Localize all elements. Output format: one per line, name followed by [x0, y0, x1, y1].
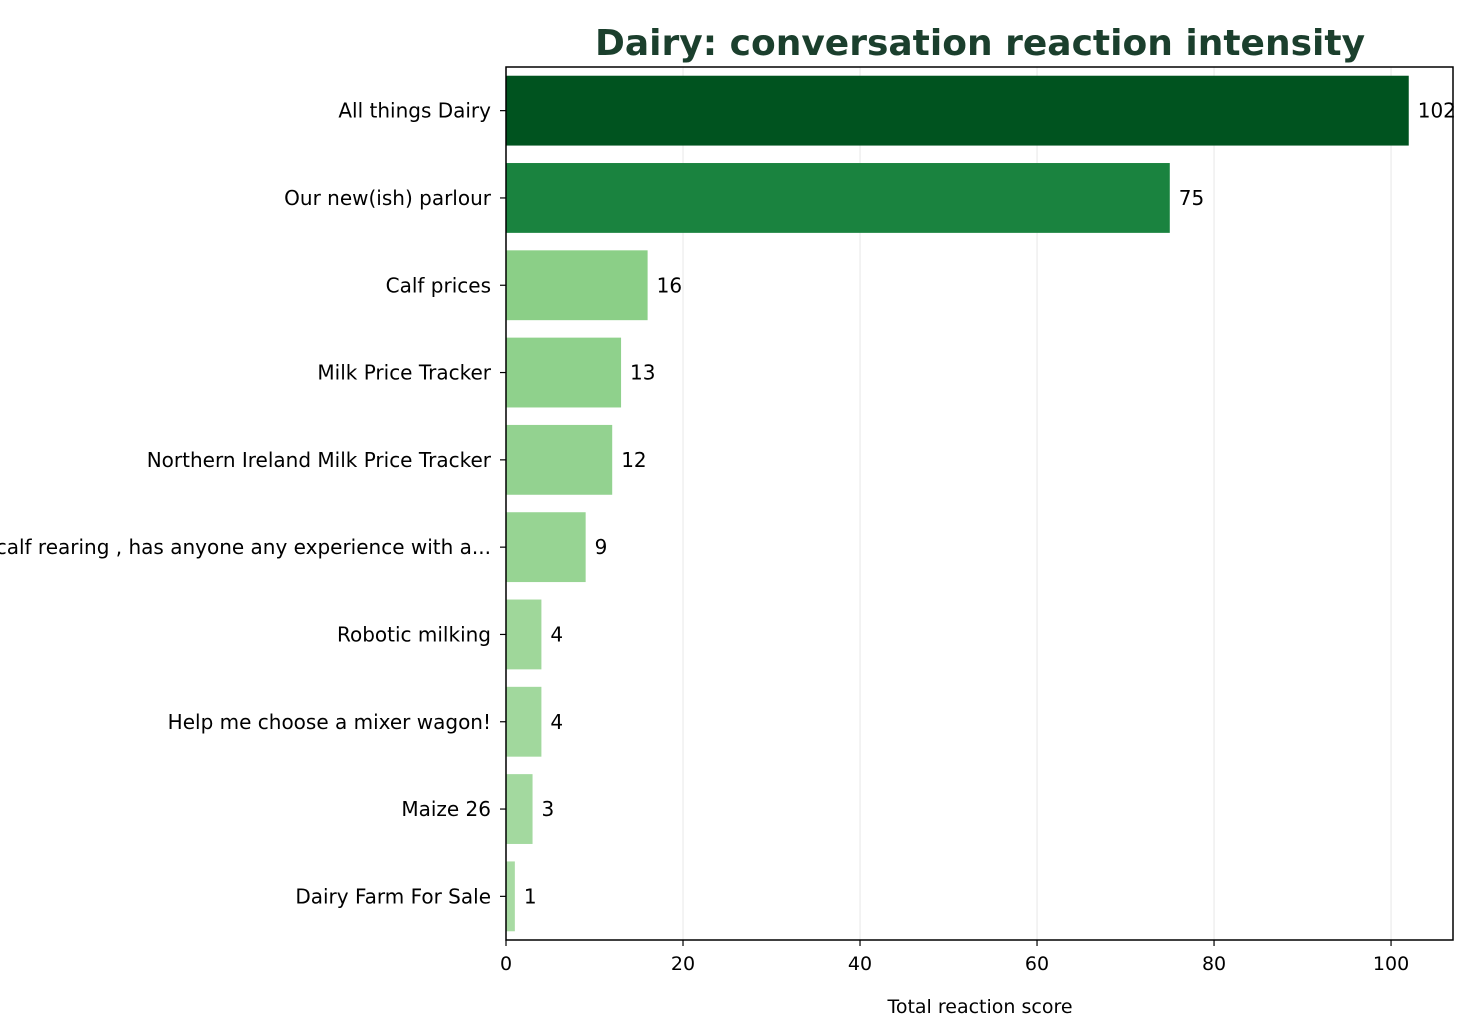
- category-label: All things Dairy: [338, 99, 491, 123]
- bar-value-label: 16: [657, 273, 682, 297]
- bar-value-label: 12: [621, 448, 646, 472]
- bar: [506, 599, 542, 670]
- category-label: Northern Ireland Milk Price Tracker: [147, 448, 492, 472]
- x-tick-label: 100: [1373, 953, 1409, 975]
- bar: [506, 424, 613, 495]
- category-label: Help me choose a mixer wagon!: [168, 710, 491, 734]
- bar-value-label: 3: [542, 797, 555, 821]
- bar-value-label: 102: [1418, 99, 1456, 123]
- bar: [506, 337, 622, 408]
- x-tick-label: 80: [1202, 953, 1226, 975]
- x-axis-label: Total reaction score: [886, 996, 1072, 1018]
- bars: [506, 75, 1409, 932]
- category-label: Calf prices: [386, 273, 491, 297]
- category-label: Robotic milking: [337, 622, 491, 646]
- plot-frame: [505, 66, 1454, 941]
- bar-value-label: 4: [550, 622, 563, 646]
- x-ticks: 0 20 40 60 80 100: [500, 940, 1409, 975]
- value-labels: 102 75 16 13 12 9 4 4 3 1: [524, 99, 1456, 909]
- bar: [506, 163, 1170, 233]
- x-tick-label: 20: [671, 953, 695, 975]
- bar-value-label: 13: [630, 361, 655, 385]
- bar: [506, 686, 542, 757]
- category-label: Our new(ish) parlour: [284, 186, 492, 210]
- category-label: Dairy Farm For Sale: [295, 884, 491, 908]
- chart-title: Dairy: conversation reaction intensity: [595, 23, 1365, 64]
- category-label: Milk Price Tracker: [317, 361, 491, 385]
- bar-value-label: 1: [524, 884, 537, 908]
- x-tick-label: 0: [500, 953, 512, 975]
- category-label: calf rearing , has anyone any experience…: [0, 535, 491, 559]
- x-tick-label: 60: [1025, 953, 1049, 975]
- bar: [506, 75, 1409, 146]
- bar-value-label: 4: [550, 710, 563, 734]
- bar-value-label: 9: [595, 535, 608, 559]
- bar: [506, 861, 515, 932]
- x-tick-label: 40: [848, 953, 872, 975]
- category-labels: All things Dairy Our new(ish) parlour Calf…: [0, 99, 506, 908]
- bar-value-label: 75: [1179, 186, 1204, 210]
- bar: [506, 250, 648, 321]
- bar: [506, 512, 586, 583]
- category-label: Maize 26: [401, 797, 491, 821]
- bar: [506, 774, 533, 844]
